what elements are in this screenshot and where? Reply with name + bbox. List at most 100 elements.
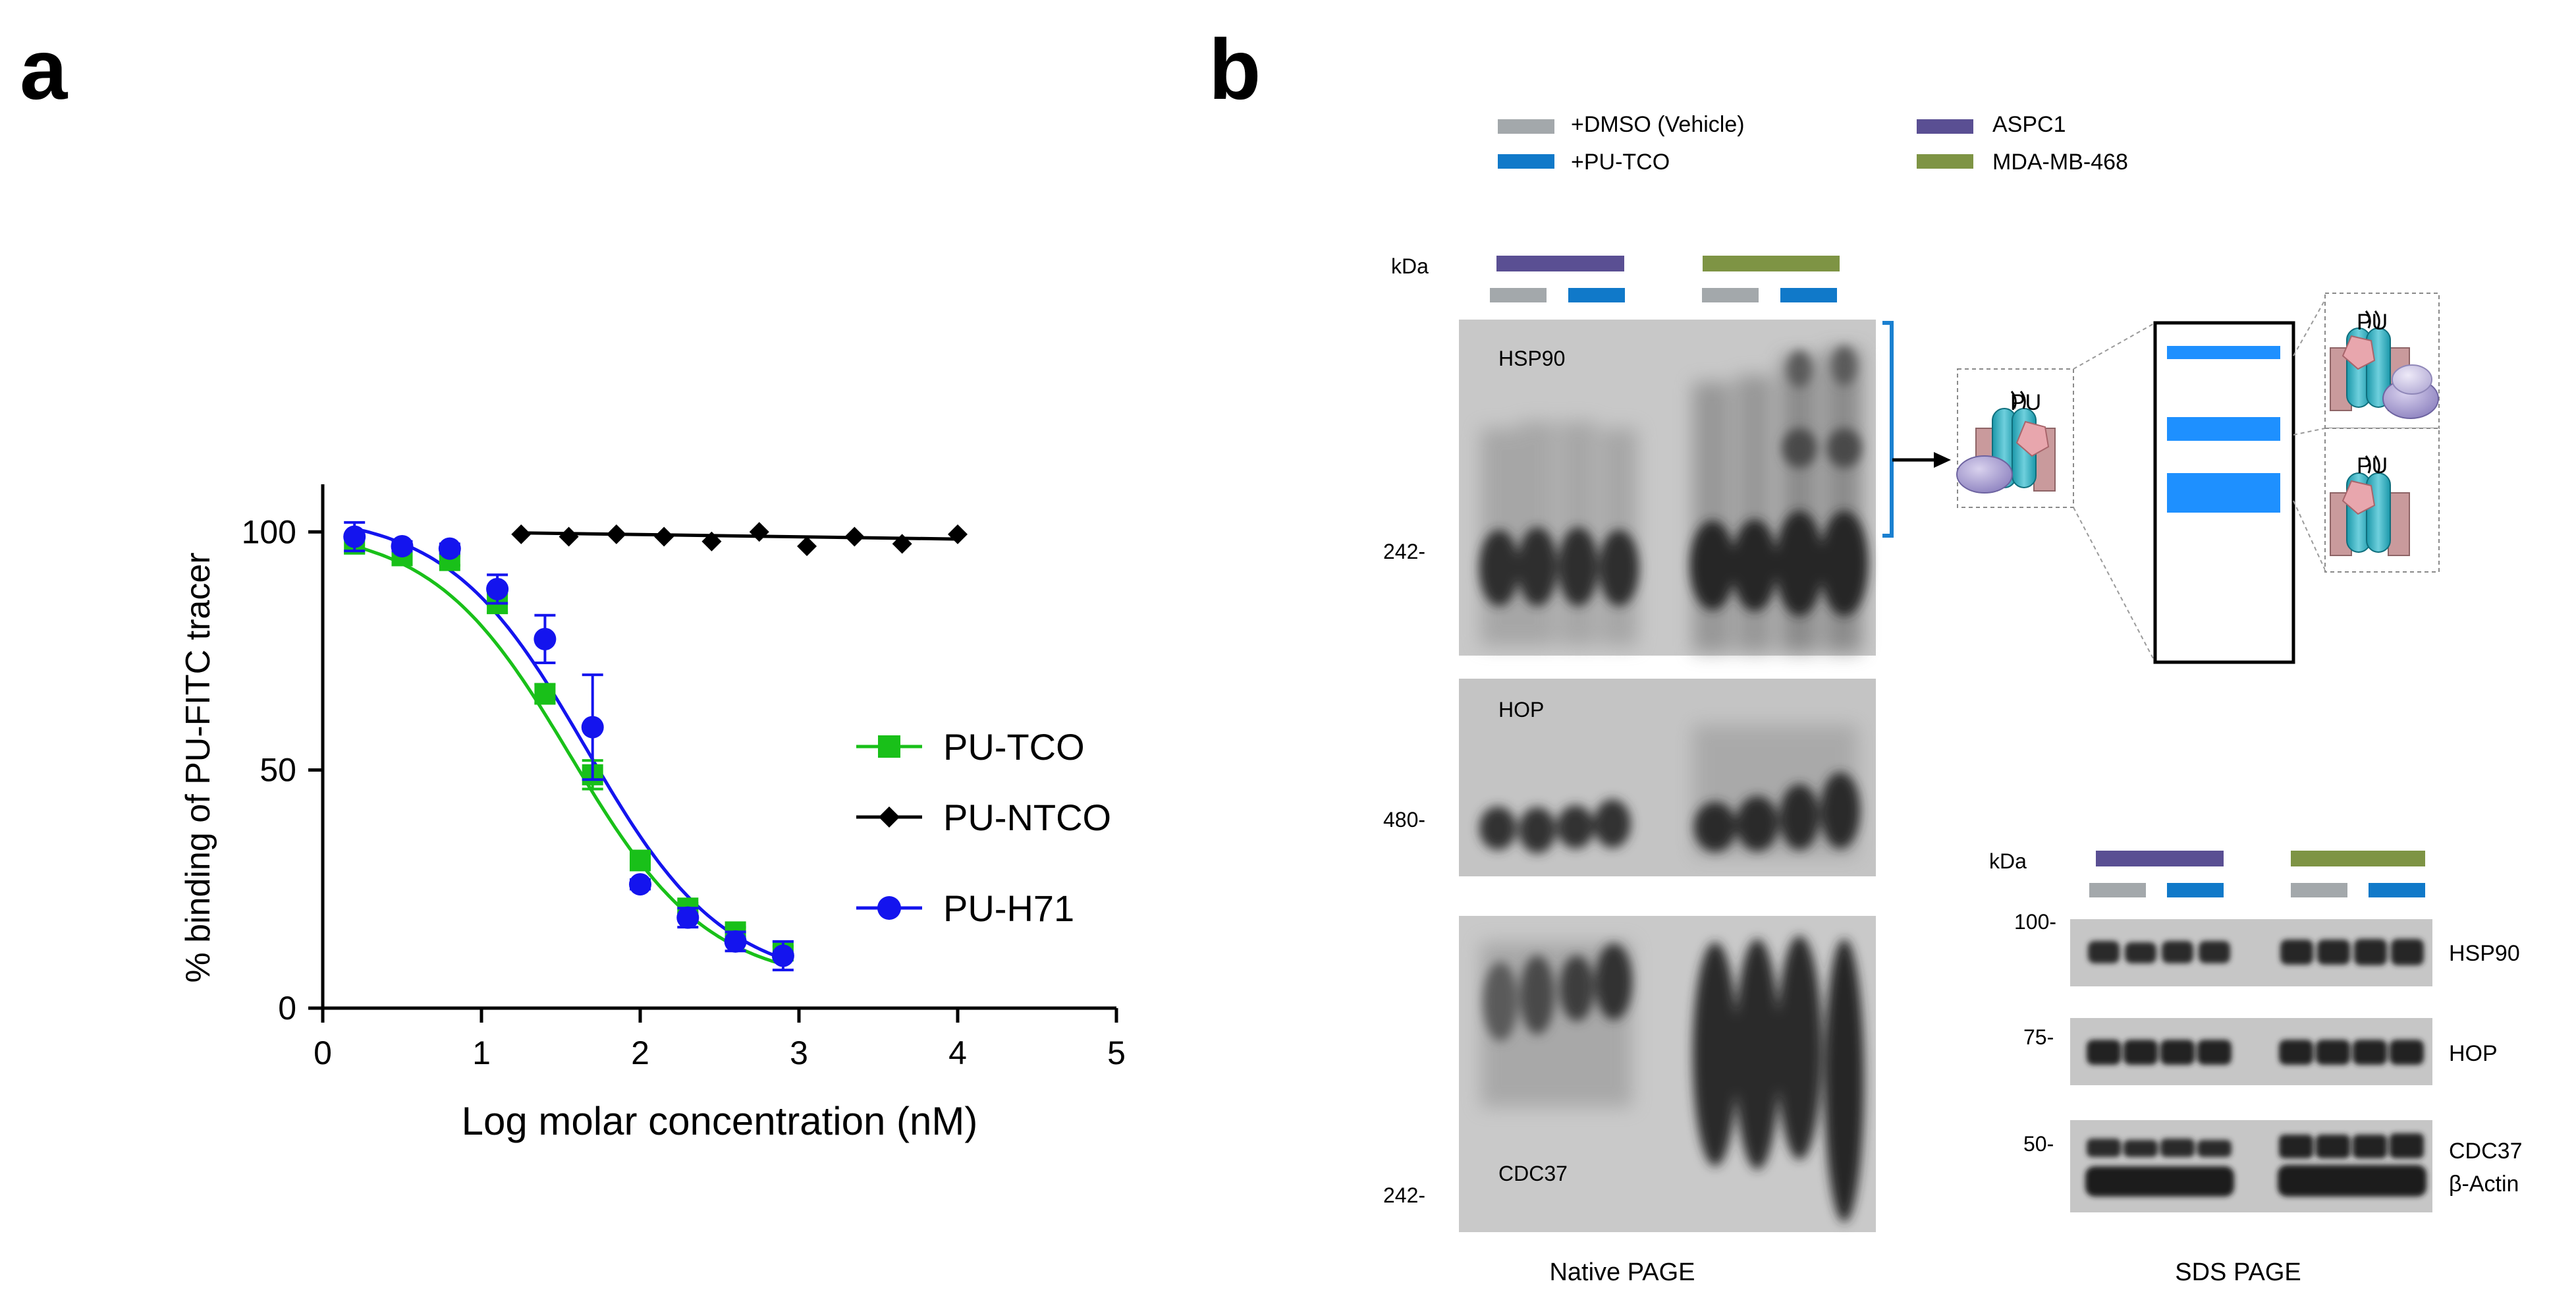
sds-page-caption: SDS PAGE bbox=[2175, 1259, 2301, 1286]
legend-aspc1-label: ASPC1 bbox=[1992, 112, 2066, 137]
sds-blot-hop bbox=[2070, 1018, 2432, 1085]
x-tick-label: 0 bbox=[314, 1034, 332, 1071]
native-page-caption: Native PAGE bbox=[1549, 1259, 1695, 1286]
y-tick-label: 0 bbox=[278, 990, 296, 1027]
native-lane-vehicle-1 bbox=[1490, 288, 1547, 302]
sds-kda-label: kDa bbox=[1989, 849, 2027, 873]
data-point-pu-ntco bbox=[844, 526, 865, 547]
native-blot-cdc37: CDC37 242- bbox=[1383, 916, 1876, 1232]
schematic-connector-4 bbox=[2293, 428, 2326, 436]
data-point-pu-ntco bbox=[797, 536, 817, 556]
native-blot-hop: HOP 480- bbox=[1383, 679, 1876, 876]
legend-mda-label: MDA-MB-468 bbox=[1992, 150, 2128, 175]
data-point-pu-ntco bbox=[892, 534, 912, 554]
legend-label-pu-h71: PU-H71 bbox=[943, 888, 1074, 929]
data-point-pu-h71 bbox=[629, 873, 651, 896]
legend-marker-pu-ntco bbox=[879, 807, 900, 828]
native-mda-bar bbox=[1703, 256, 1840, 271]
sds-marker-75: 75- bbox=[2023, 1025, 2054, 1049]
gel-lane-schematic bbox=[2153, 321, 2295, 664]
native-lane-putco-1 bbox=[1568, 288, 1625, 302]
schematic-connector-1 bbox=[2073, 322, 2156, 370]
panel-b-label: b bbox=[1209, 21, 1261, 117]
data-point-pu-h71 bbox=[534, 627, 557, 650]
data-point-pu-h71 bbox=[724, 930, 747, 953]
data-point-pu-h71 bbox=[771, 944, 794, 967]
legend-pu-tco-label: +PU-TCO bbox=[1571, 150, 1670, 175]
data-point-pu-h71 bbox=[676, 906, 699, 929]
legend-mda-swatch bbox=[1917, 154, 1973, 169]
data-point-pu-h71 bbox=[486, 578, 509, 600]
sds-hop-label: HOP bbox=[2449, 1041, 2498, 1066]
complex-schematic-top: PU bbox=[2324, 293, 2440, 429]
fit-curve-pu-h71 bbox=[354, 526, 784, 961]
sds-actin-label: β-Actin bbox=[2449, 1172, 2519, 1197]
x-tick-label: 2 bbox=[631, 1034, 649, 1071]
data-point-pu-ntco bbox=[948, 524, 968, 544]
sds-lane-vehicle-2 bbox=[2291, 883, 2347, 897]
native-cdc37-marker: 242- bbox=[1383, 1183, 1425, 1207]
sds-lane-putco-2 bbox=[2369, 883, 2425, 897]
data-point-pu-h71 bbox=[438, 537, 461, 560]
native-hop-label: HOP bbox=[1498, 698, 1544, 722]
native-lane-putco-2 bbox=[1780, 288, 1837, 302]
y-tick-label: 100 bbox=[242, 513, 296, 550]
hsp90-complex-bracket bbox=[1882, 321, 1894, 538]
sds-mda-bar bbox=[2291, 851, 2425, 866]
sds-lane-vehicle-1 bbox=[2089, 883, 2146, 897]
schematic-pu-label-bottom: PU bbox=[2357, 453, 2388, 478]
data-point-pu-tco bbox=[630, 849, 651, 871]
x-tick-label: 1 bbox=[472, 1034, 491, 1071]
native-kda-label: kDa bbox=[1391, 254, 1429, 278]
panel-a-label: a bbox=[20, 21, 69, 117]
legend-label-pu-tco: PU-TCO bbox=[943, 726, 1085, 768]
data-point-pu-h71 bbox=[581, 716, 604, 739]
legend-aspc1-swatch bbox=[1917, 119, 1973, 134]
data-point-pu-ntco bbox=[749, 522, 769, 542]
x-tick-label: 5 bbox=[1107, 1034, 1126, 1071]
native-hsp90-marker: 242- bbox=[1383, 540, 1425, 563]
schematic-pu-label-top: PU bbox=[2357, 310, 2388, 335]
complex-schematic-bottom: PU bbox=[2324, 428, 2440, 573]
schematic-connector-5 bbox=[2293, 500, 2326, 571]
panel-b: b +DMSO (Vehicle) +PU-TCO ASPC1 MDA-MB-4… bbox=[1209, 21, 2522, 1286]
data-point-pu-tco bbox=[534, 683, 556, 704]
sds-aspc1-bar bbox=[2096, 851, 2224, 866]
data-point-pu-ntco bbox=[511, 524, 532, 544]
native-blot-hsp90: HSP90 242- bbox=[1383, 320, 1876, 656]
legend-vehicle-swatch bbox=[1498, 119, 1554, 134]
data-point-pu-h71 bbox=[391, 534, 414, 557]
native-lane-vehicle-2 bbox=[1702, 288, 1759, 302]
data-point-pu-ntco bbox=[701, 531, 722, 552]
schematic-pu-label-left: PU bbox=[2010, 390, 2041, 415]
x-tick-label: 3 bbox=[790, 1034, 808, 1071]
sds-blot-hsp90 bbox=[2070, 919, 2432, 986]
legend-vehicle-label: +DMSO (Vehicle) bbox=[1571, 112, 1745, 137]
sds-lane-putco-1 bbox=[2167, 883, 2224, 897]
sds-blot-cdc37-actin bbox=[2070, 1120, 2432, 1212]
fit-curve-pu-ntco bbox=[521, 531, 958, 541]
native-hop-marker: 480- bbox=[1383, 808, 1425, 832]
native-hsp90-label: HSP90 bbox=[1498, 347, 1565, 370]
legend-pu-tco-swatch bbox=[1498, 154, 1554, 169]
arrow-icon bbox=[1892, 452, 1951, 468]
sds-hsp90-label: HSP90 bbox=[2449, 941, 2520, 966]
data-point-pu-ntco bbox=[606, 524, 626, 544]
y-tick-label: 50 bbox=[260, 752, 296, 789]
x-tick-label: 4 bbox=[948, 1034, 967, 1071]
native-cdc37-label: CDC37 bbox=[1498, 1162, 1568, 1185]
x-axis-title: Log molar concentration (nM) bbox=[462, 1099, 978, 1143]
legend-marker-pu-h71 bbox=[877, 896, 901, 920]
native-aspc1-bar bbox=[1496, 256, 1624, 271]
schematic-connector-3 bbox=[2293, 299, 2326, 356]
legend-marker-pu-tco bbox=[878, 735, 900, 758]
data-point-pu-ntco bbox=[559, 526, 579, 547]
fit-curve-pu-tco bbox=[354, 544, 784, 966]
legend-label-pu-ntco: PU-NTCO bbox=[943, 797, 1111, 838]
sds-cdc37-label: CDC37 bbox=[2449, 1139, 2522, 1164]
y-axis-title: % binding of PU-FITC tracer bbox=[179, 552, 217, 982]
complex-schematic-left: PU bbox=[1956, 368, 2074, 508]
sds-marker-100: 100- bbox=[2014, 910, 2056, 934]
